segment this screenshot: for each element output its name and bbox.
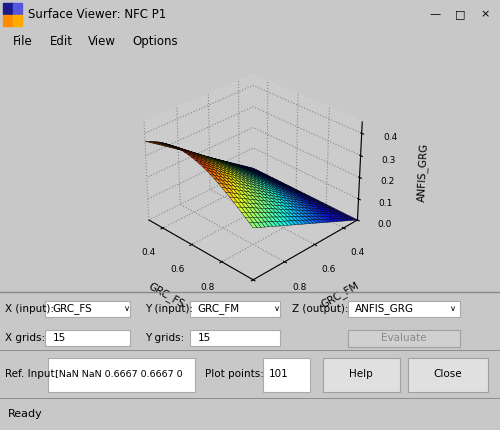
Text: □: □ [455,9,465,19]
Text: Ref. Input:: Ref. Input: [5,369,58,379]
FancyBboxPatch shape [322,358,400,392]
Bar [3,15,13,26]
Text: View: View [88,35,116,49]
Bar [3,3,13,14]
Text: —: — [430,9,440,19]
FancyBboxPatch shape [408,358,488,392]
Text: ∨: ∨ [274,304,280,313]
Text: Surface Viewer: NFC P1: Surface Viewer: NFC P1 [28,8,166,21]
Text: X (input):: X (input): [5,304,54,313]
Text: ×: × [480,9,490,19]
FancyBboxPatch shape [348,301,460,317]
FancyBboxPatch shape [45,329,130,346]
Bar [12,3,22,14]
FancyBboxPatch shape [190,329,280,346]
Text: Close: Close [433,369,462,379]
Text: Evaluate: Evaluate [382,333,427,343]
FancyBboxPatch shape [48,358,195,392]
Text: ∨: ∨ [450,304,456,313]
Bar [12,15,22,26]
Text: GRC_FS: GRC_FS [52,303,92,314]
Text: File: File [12,35,32,49]
Text: Y (input):: Y (input): [145,304,193,313]
FancyBboxPatch shape [262,358,310,392]
Text: GRC_FM: GRC_FM [198,303,239,314]
Text: Edit: Edit [50,35,73,49]
Text: 15: 15 [52,333,66,343]
Text: ANFIS_GRG: ANFIS_GRG [355,303,414,314]
Text: ∨: ∨ [124,304,130,313]
Text: 15: 15 [198,333,211,343]
Text: Options: Options [132,35,178,49]
FancyBboxPatch shape [348,329,460,347]
Text: Plot points:: Plot points: [205,369,264,379]
Text: X grids:: X grids: [5,333,45,343]
Text: Z (output):: Z (output): [292,304,349,313]
X-axis label: GRC_FS: GRC_FS [146,281,186,310]
Text: Help: Help [349,369,373,379]
Text: [NaN NaN 0.6667 0.6667 0: [NaN NaN 0.6667 0.6667 0 [55,370,182,378]
FancyBboxPatch shape [190,301,280,317]
Text: Ready: Ready [8,409,42,419]
Y-axis label: GRC_FM: GRC_FM [319,280,361,310]
Text: Y grids:: Y grids: [145,333,184,343]
FancyBboxPatch shape [45,301,130,317]
Text: 101: 101 [269,369,289,379]
